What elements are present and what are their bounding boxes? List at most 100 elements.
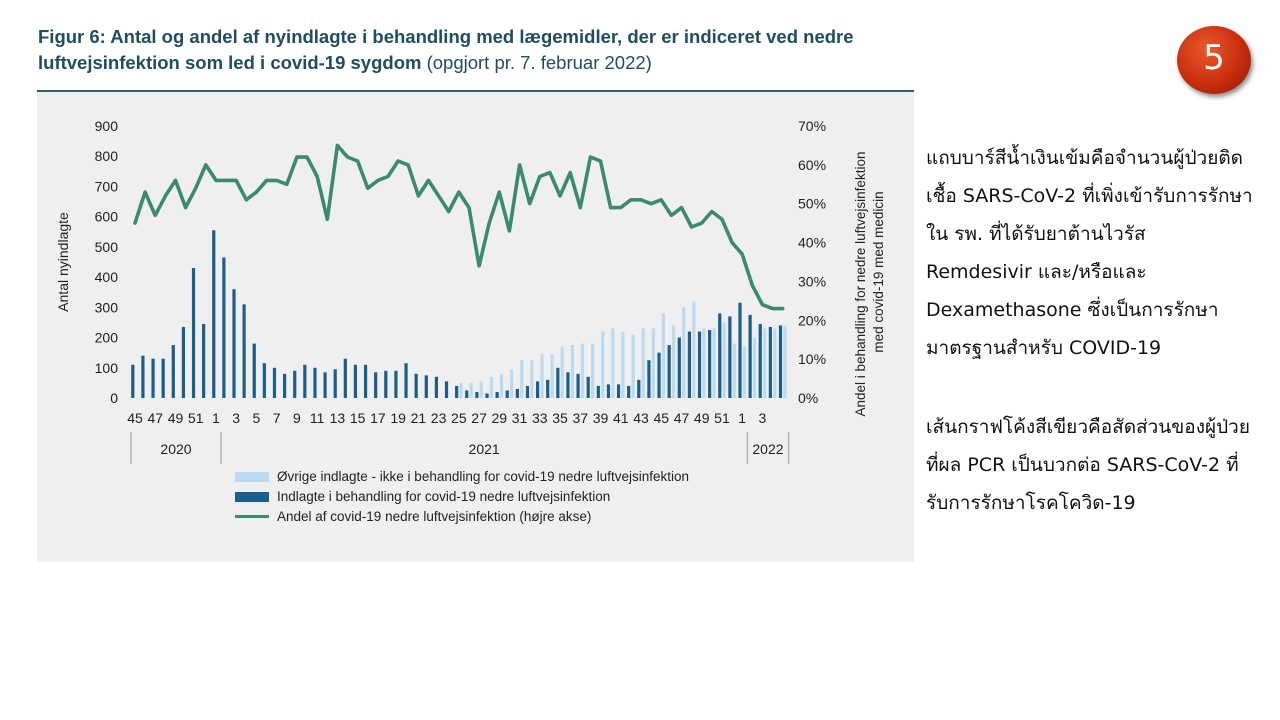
x-tick-label: 7 — [273, 410, 281, 426]
x-tick-label: 51 — [188, 410, 204, 426]
bar-other-patients — [580, 343, 585, 398]
bar-other-patients — [510, 369, 514, 398]
x-tick-label: 47 — [674, 410, 690, 426]
x-tick-label: 49 — [168, 410, 184, 426]
x-tick-label: 49 — [694, 410, 710, 426]
y-right-axis-title-line1: Andel i behandling for nedre luftvejsinf… — [853, 152, 868, 417]
bar-other-patients — [671, 325, 676, 398]
bar-treated-patients — [222, 257, 226, 398]
bar-treated-patients — [384, 370, 388, 398]
bar-treated-patients — [333, 369, 337, 398]
x-tick-label: 19 — [390, 410, 406, 426]
x-tick-label: 51 — [714, 410, 730, 426]
x-tick-label: 45 — [653, 410, 669, 426]
bar-treated-patients — [151, 358, 155, 398]
bar-other-patients — [742, 346, 746, 398]
year-label: 2021 — [469, 441, 500, 457]
bar-treated-patients — [505, 390, 509, 398]
y-left-tick-label: 0 — [110, 390, 118, 406]
legend-label-other: Øvrige indlagte - ikke i behandling for … — [277, 469, 689, 484]
legend-label-treated: Indlagte i behandling for covid-19 nedre… — [277, 489, 611, 504]
bar-treated-patients — [363, 364, 368, 398]
year-label: 2020 — [160, 441, 191, 457]
bar-other-patients — [682, 307, 686, 398]
bar-treated-patients — [657, 352, 661, 398]
bar-treated-patients — [525, 385, 530, 398]
bar-other-patients — [540, 354, 544, 398]
bar-treated-patients — [738, 302, 742, 398]
bar-treated-patients — [697, 331, 702, 398]
bar-treated-patients — [303, 364, 307, 398]
x-tick-label: 37 — [572, 410, 588, 426]
bar-other-patients — [601, 331, 605, 398]
bar-treated-patients — [647, 360, 651, 398]
bar-treated-patients — [202, 323, 206, 398]
bar-treated-patients — [262, 363, 266, 398]
bar-treated-patients — [708, 330, 712, 398]
x-tick-label: 43 — [633, 410, 649, 426]
bar-treated-patients — [495, 391, 499, 398]
legend-swatch-other — [235, 472, 269, 482]
y-left-tick-label: 300 — [95, 299, 119, 315]
x-tick-label: 5 — [253, 410, 261, 426]
bar-treated-patients — [515, 388, 519, 398]
y-right-tick-label: 20% — [798, 312, 826, 328]
x-tick-label: 27 — [471, 410, 487, 426]
y-left-tick-label: 400 — [95, 269, 119, 285]
bar-treated-patients — [596, 385, 600, 398]
bar-treated-patients — [374, 372, 378, 398]
y-right-tick-label: 0% — [798, 390, 818, 406]
x-tick-label: 41 — [613, 410, 629, 426]
bar-other-patients — [621, 331, 625, 398]
x-tick-label: 25 — [451, 410, 467, 426]
bar-treated-patients — [546, 379, 550, 398]
bar-treated-patients — [434, 376, 438, 398]
year-label: 2022 — [752, 441, 783, 457]
x-tick-label: 1 — [738, 410, 746, 426]
bar-other-patients — [469, 382, 473, 398]
chart-title-date: (opgjort pr. 7. februar 2022) — [421, 52, 652, 73]
x-tick-label: 39 — [593, 410, 609, 426]
bar-other-patients — [611, 328, 615, 398]
bar-treated-patients — [455, 385, 459, 398]
x-tick-label: 9 — [293, 410, 301, 426]
bar-treated-patients — [171, 345, 175, 398]
bar-treated-patients — [586, 376, 590, 398]
legend-swatch-share — [235, 515, 269, 518]
y-left-tick-label: 600 — [95, 209, 119, 225]
bar-treated-patients — [444, 381, 449, 398]
x-tick-label: 1 — [212, 410, 220, 426]
bar-treated-patients — [232, 289, 236, 398]
bar-treated-patients — [313, 367, 317, 398]
bar-other-patients — [459, 382, 463, 398]
bar-treated-patients — [394, 370, 398, 398]
bar-treated-patients — [627, 385, 631, 398]
bar-treated-patients — [242, 304, 246, 398]
x-tick-label: 17 — [370, 410, 386, 426]
bar-other-patients — [550, 354, 554, 398]
bar-treated-patients — [465, 390, 469, 398]
bar-treated-patients — [566, 372, 570, 398]
y-right-axis-title-line2: med covid-19 med medicin — [871, 191, 886, 352]
bar-other-patients — [712, 328, 716, 398]
bar-treated-patients — [323, 372, 327, 398]
bar-other-patients — [641, 328, 645, 398]
x-tick-label: 21 — [411, 410, 427, 426]
bar-treated-patients — [191, 268, 196, 398]
bar-other-patients — [651, 328, 655, 398]
legend-swatch-treated — [235, 492, 269, 502]
chart-title-bold: Figur 6: Antal og andel af nyindlagte i … — [38, 26, 854, 73]
note-bars-explanation: แถบบาร์สีน้ำเงินเข้มคือจำนวนผู้ป่วยติดเช… — [926, 147, 1253, 359]
chart-title: Figur 6: Antal og andel af nyindlagte i … — [38, 24, 918, 76]
x-tick-label: 13 — [330, 410, 346, 426]
bar-treated-patients — [687, 331, 691, 398]
bar-treated-patients — [343, 358, 347, 398]
bar-treated-patients — [637, 379, 641, 398]
bar-treated-patients — [181, 326, 185, 398]
bar-treated-patients — [404, 363, 408, 398]
bar-treated-patients — [475, 391, 479, 398]
y-left-tick-label: 100 — [95, 360, 119, 376]
bar-other-patients — [661, 313, 666, 398]
y-left-tick-label: 500 — [95, 239, 119, 255]
y-right-tick-label: 60% — [798, 157, 826, 173]
